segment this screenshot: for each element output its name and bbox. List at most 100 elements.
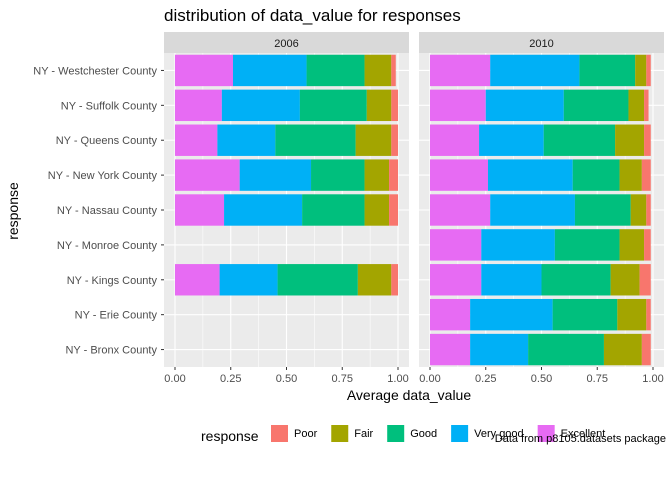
bar-2010-ny-suffolk-county-very-good bbox=[485, 89, 564, 122]
facet-strip-label: 2006 bbox=[274, 38, 298, 50]
x-axis-title: Average data_value bbox=[347, 387, 471, 403]
bar-2010-ny-nassau-county-good bbox=[574, 194, 631, 226]
bar-2010-ny-westchester-county-poor bbox=[646, 54, 651, 87]
bar-2010-ny-suffolk-county-poor bbox=[644, 89, 649, 122]
bar-2010-ny-bronx-county-poor bbox=[641, 333, 651, 366]
bar-2006-ny-suffolk-county-fair bbox=[366, 89, 392, 122]
bar-2010-ny-new-york-county-fair bbox=[619, 159, 642, 191]
bar-2010-ny-suffolk-county-good bbox=[563, 89, 629, 122]
y-axis-title: response bbox=[5, 182, 21, 240]
bar-2006-ny-queens-county-very-good bbox=[217, 124, 276, 156]
bar-2006-ny-suffolk-county-good bbox=[299, 89, 367, 122]
legend-swatch-good bbox=[387, 425, 405, 442]
bar-2010-ny-bronx-county-very-good bbox=[470, 333, 529, 366]
bar-2006-ny-kings-county-excellent bbox=[175, 264, 220, 296]
bar-2006-ny-suffolk-county-poor bbox=[391, 89, 398, 122]
facet-strip bbox=[419, 32, 664, 53]
bar-2010-ny-bronx-county-good bbox=[528, 333, 604, 366]
x-tick-label: 0.25 bbox=[475, 373, 496, 385]
bar-2006-ny-kings-county-very-good bbox=[219, 264, 278, 296]
legend: response Poor Fair Good Very good Excellent bbox=[201, 425, 605, 444]
bar-2006-ny-westchester-county-very-good bbox=[232, 54, 307, 87]
bar-2010-ny-erie-county-very-good bbox=[470, 298, 553, 331]
x-tick-label: 0.50 bbox=[531, 373, 552, 385]
bar-2010-ny-westchester-county-very-good bbox=[490, 54, 580, 87]
bar-2010-ny-monroe-county-good bbox=[554, 229, 620, 261]
y-tick-label-ny-westchester-county: NY - Westchester County bbox=[33, 65, 157, 77]
bar-2006-ny-queens-county-fair bbox=[355, 124, 392, 156]
legend-label-fair: Fair bbox=[354, 428, 373, 440]
bar-2010-ny-kings-county-poor bbox=[639, 264, 651, 296]
facet-strip-label: 2010 bbox=[529, 38, 553, 50]
y-tick-label-ny-nassau-county: NY - Nassau County bbox=[57, 205, 158, 217]
bar-2006-ny-westchester-county-poor bbox=[391, 54, 396, 87]
bar-2006-ny-new-york-county-very-good bbox=[239, 159, 312, 191]
bar-2010-ny-nassau-county-very-good bbox=[490, 194, 575, 226]
bar-2006-ny-suffolk-county-very-good bbox=[221, 89, 300, 122]
y-tick-label-ny-kings-county: NY - Kings County bbox=[67, 275, 158, 287]
panel-2006: 2006 0.00 0.25 0.50 0.75 1.00 bbox=[164, 32, 409, 385]
bar-2006-ny-queens-county-good bbox=[275, 124, 356, 156]
bar-2006-ny-nassau-county-excellent bbox=[175, 194, 225, 226]
bar-2006-ny-suffolk-county-excellent bbox=[175, 89, 222, 122]
chart-title: distribution of data_value for responses bbox=[164, 6, 461, 25]
bar-2010-ny-new-york-county-very-good bbox=[487, 159, 573, 191]
bar-2010-ny-bronx-county-excellent bbox=[430, 333, 471, 366]
facet-panels: 2006 0.00 0.25 0.50 0.75 1.00 2010 0.00 0.25 0.50… bbox=[164, 32, 664, 385]
bar-2006-ny-westchester-county-fair bbox=[364, 54, 392, 87]
bar-2010-ny-monroe-county-excellent bbox=[430, 229, 482, 261]
legend-label-very-good: Very good bbox=[474, 428, 524, 440]
bar-2010-ny-nassau-county-poor bbox=[646, 194, 651, 226]
bar-2010-ny-new-york-county-excellent bbox=[430, 159, 488, 191]
bar-2006-ny-kings-county-fair bbox=[357, 264, 392, 296]
bar-2010-ny-queens-county-good bbox=[543, 124, 616, 156]
bar-2010-ny-kings-county-fair bbox=[610, 264, 640, 296]
x-tick-label: 0.00 bbox=[419, 373, 440, 385]
bar-2010-ny-nassau-county-fair bbox=[630, 194, 647, 226]
legend-label-good: Good bbox=[410, 428, 437, 440]
bar-2006-ny-queens-county-poor bbox=[391, 124, 398, 156]
y-tick-label-ny-suffolk-county: NY - Suffolk County bbox=[61, 100, 158, 112]
bar-2010-ny-suffolk-county-excellent bbox=[430, 89, 486, 122]
legend-swatch-poor bbox=[271, 425, 288, 442]
bar-2010-ny-kings-county-excellent bbox=[430, 264, 482, 296]
bar-2010-ny-erie-county-poor bbox=[646, 298, 651, 331]
bar-2006-ny-queens-county-excellent bbox=[175, 124, 218, 156]
y-axis: NY - Westchester County NY - Suffolk Coun… bbox=[33, 65, 164, 357]
bar-2010-ny-monroe-county-fair bbox=[619, 229, 645, 261]
legend-label-excellent: Excellent bbox=[561, 428, 606, 440]
x-tick-label: 0.75 bbox=[332, 373, 353, 385]
bar-2006-ny-new-york-county-poor bbox=[389, 159, 398, 191]
bar-2006-ny-new-york-county-excellent bbox=[175, 159, 240, 191]
bar-2006-ny-westchester-county-good bbox=[306, 54, 365, 87]
chart-caption: Data from p8105.datasets package bbox=[495, 433, 666, 445]
bar-2010-ny-nassau-county-excellent bbox=[430, 194, 491, 226]
bar-2006-ny-new-york-county-good bbox=[311, 159, 365, 191]
y-tick-label-ny-bronx-county: NY - Bronx County bbox=[65, 345, 157, 357]
bar-2006-ny-nassau-county-fair bbox=[364, 194, 390, 226]
y-tick-label-ny-new-york-county: NY - New York County bbox=[48, 170, 158, 182]
bar-2006-ny-nassau-county-poor bbox=[389, 194, 398, 226]
panel-2010: 2010 0.00 0.25 0.50 0.75 1.00 bbox=[419, 32, 664, 385]
bar-2010-ny-queens-county-fair bbox=[615, 124, 645, 156]
bar-2006-ny-westchester-county-excellent bbox=[175, 54, 233, 87]
bar-2006-ny-kings-county-good bbox=[277, 264, 358, 296]
x-tick-label: 0.75 bbox=[587, 373, 608, 385]
bar-2006-ny-new-york-county-fair bbox=[364, 159, 390, 191]
bar-2010-ny-kings-county-very-good bbox=[481, 264, 542, 296]
bar-2010-ny-westchester-county-excellent bbox=[430, 54, 491, 87]
bar-2010-ny-erie-county-good bbox=[552, 298, 618, 331]
facet-strip bbox=[164, 32, 409, 53]
bar-2010-ny-new-york-county-good bbox=[572, 159, 620, 191]
y-tick-label-ny-monroe-county: NY - Monroe County bbox=[57, 240, 158, 252]
bar-2006-ny-kings-county-poor bbox=[391, 264, 398, 296]
bar-2006-ny-nassau-county-good bbox=[302, 194, 365, 226]
legend-title: response bbox=[201, 428, 259, 444]
x-tick-label: 0.50 bbox=[276, 373, 297, 385]
bar-2010-ny-new-york-county-poor bbox=[641, 159, 651, 191]
bar-2010-ny-monroe-county-poor bbox=[644, 229, 651, 261]
bar-2010-ny-kings-county-good bbox=[541, 264, 611, 296]
x-tick-label: 0.25 bbox=[220, 373, 241, 385]
legend-swatch-fair bbox=[331, 425, 349, 442]
